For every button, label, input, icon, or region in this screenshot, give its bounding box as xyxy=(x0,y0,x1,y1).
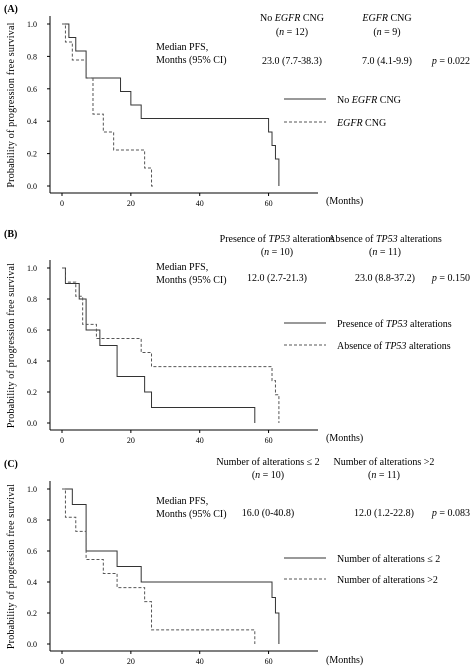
x-tick-label: 0 xyxy=(60,657,64,666)
y-tick-label: 0.6 xyxy=(27,547,37,556)
y-tick-label: 0.4 xyxy=(27,357,37,366)
y-tick-label: 0.6 xyxy=(27,326,37,335)
table-row-label: Median PFS, xyxy=(156,262,208,273)
panel-c: (C) Probability of progression free survi… xyxy=(4,457,470,666)
panel-label: (B) xyxy=(4,229,17,240)
table-column-n: (n = 11) xyxy=(369,247,401,258)
y-tick-label: 0.4 xyxy=(27,117,37,126)
table-column-n: (n = 9) xyxy=(373,27,400,38)
table-median-value: 23.0 (8.8-37.2) xyxy=(355,273,415,284)
legend-label: Absence of TP53 alterations xyxy=(337,341,451,352)
table-median-value: 12.0 (1.2-22.8) xyxy=(354,508,414,519)
x-tick-label: 40 xyxy=(196,199,204,208)
x-tick-label: 60 xyxy=(265,199,273,208)
table-row-label: Months (95% CI) xyxy=(156,509,227,520)
x-axis-label: (Months) xyxy=(326,655,363,666)
p-value: p = 0.083 xyxy=(431,508,470,519)
survival-curve-solid xyxy=(62,488,280,644)
survival-curve-dashed xyxy=(62,23,155,187)
panel-b: (B) Probability of progression free survi… xyxy=(4,229,470,445)
survival-curve-solid xyxy=(62,23,280,186)
legend-label: EGFR CNG xyxy=(336,118,386,129)
table-column-header: EGFR CNG xyxy=(361,13,411,24)
x-axis-label: (Months) xyxy=(326,196,363,207)
y-tick-label: 0.0 xyxy=(27,640,37,649)
panel-a: (A) Probability of progression free survi… xyxy=(4,4,470,208)
legend-entry: EGFR CNG xyxy=(284,118,386,129)
x-axis-label: (Months) xyxy=(326,433,363,444)
median-pfs-table: Median PFS, Months (95% CI) Number of alte… xyxy=(156,457,470,520)
x-tick-label: 60 xyxy=(265,657,273,666)
survival-curve-solid xyxy=(62,267,256,423)
x-tick-label: 0 xyxy=(60,436,64,445)
table-row-label: Months (95% CI) xyxy=(156,55,227,66)
table-median-value: 12.0 (2.7-21.3) xyxy=(247,273,307,284)
table-row-label: Median PFS, xyxy=(156,496,208,507)
table-column-header: Presence of TP53 alterations xyxy=(220,234,335,245)
legend-entry: Presence of TP53 alterations xyxy=(284,319,452,330)
table-column-header: Number of alterations ≤ 2 xyxy=(216,457,319,468)
y-tick-label: 1.0 xyxy=(27,485,37,494)
legend-entry: Number of alterations >2 xyxy=(284,575,438,586)
y-tick-label: 0.4 xyxy=(27,578,37,587)
legend-entry: Number of alterations ≤ 2 xyxy=(284,554,440,565)
table-median-value: 16.0 (0-40.8) xyxy=(242,508,295,519)
x-tick-label: 0 xyxy=(60,199,64,208)
p-value: p = 0.150 xyxy=(431,273,470,284)
x-tick-label: 20 xyxy=(127,657,135,666)
y-tick-label: 0.8 xyxy=(27,295,37,304)
table-column-header: No EGFR CNG xyxy=(260,13,324,24)
median-pfs-table: Median PFS, Months (95% CI) No EGFR CNG (n … xyxy=(156,13,470,67)
legend-label: Presence of TP53 alterations xyxy=(337,319,452,330)
table-row-label: Median PFS, xyxy=(156,42,208,53)
table-row-label: Months (95% CI) xyxy=(156,275,227,286)
y-axis-label: Probability of progression free survival xyxy=(6,22,17,187)
p-value: p = 0.022 xyxy=(431,56,470,67)
table-column-header: Absence of TP53 alterations xyxy=(328,234,442,245)
legend-label: Number of alterations ≤ 2 xyxy=(337,554,440,565)
table-column-header: Number of alterations >2 xyxy=(334,457,435,468)
x-tick-label: 40 xyxy=(196,436,204,445)
panel-label: (A) xyxy=(4,4,18,15)
table-median-value: 23.0 (7.7-38.3) xyxy=(262,56,322,67)
panel-label: (C) xyxy=(4,459,18,470)
table-column-n: (n = 12) xyxy=(276,27,308,38)
y-tick-label: 1.0 xyxy=(27,264,37,273)
survival-curve-dashed xyxy=(62,488,256,644)
table-column-n: (n = 10) xyxy=(252,470,284,481)
table-median-value: 7.0 (4.1-9.9) xyxy=(362,56,412,67)
x-tick-label: 20 xyxy=(127,436,135,445)
y-tick-label: 0.0 xyxy=(27,419,37,428)
y-tick-label: 0.2 xyxy=(27,609,37,618)
legend-label: No EGFR CNG xyxy=(337,95,401,106)
legend-label: Number of alterations >2 xyxy=(337,575,438,586)
y-tick-label: 0.0 xyxy=(27,182,37,191)
median-pfs-table: Median PFS, Months (95% CI) Presence of TP… xyxy=(156,234,470,286)
y-tick-label: 0.8 xyxy=(27,52,37,61)
legend-entry: No EGFR CNG xyxy=(284,95,401,106)
y-tick-label: 0.2 xyxy=(27,388,37,397)
y-tick-label: 1.0 xyxy=(27,20,37,29)
table-column-n: (n = 11) xyxy=(368,470,400,481)
survival-curve-dashed xyxy=(62,267,280,423)
x-tick-label: 40 xyxy=(196,657,204,666)
y-tick-label: 0.6 xyxy=(27,85,37,94)
legend-entry: Absence of TP53 alterations xyxy=(284,341,451,352)
x-tick-label: 20 xyxy=(127,199,135,208)
y-axis-label: Probability of progression free survival xyxy=(6,484,17,649)
table-column-n: (n = 10) xyxy=(261,247,293,258)
y-axis-label: Probability of progression free survival xyxy=(6,263,17,428)
y-tick-label: 0.2 xyxy=(27,150,37,159)
x-tick-label: 60 xyxy=(265,436,273,445)
y-tick-label: 0.8 xyxy=(27,516,37,525)
